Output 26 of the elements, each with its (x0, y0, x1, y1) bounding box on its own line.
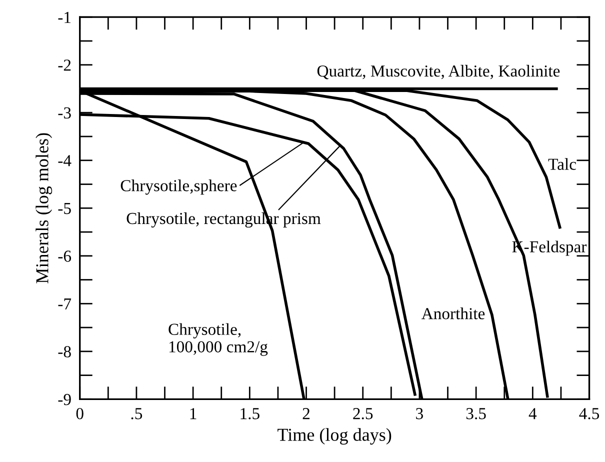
x-tick-label: 0 (76, 408, 84, 420)
annotation: Chrysotile,sphere (120, 180, 237, 195)
y-tick-label: -7 (58, 298, 72, 310)
y-tick-label: -2 (58, 60, 71, 71)
x-tick-label: 4 (528, 408, 537, 420)
x-tick-label: 2.5 (353, 408, 373, 420)
x-tick-label: 1.5 (240, 408, 260, 420)
x-tick-label: 4.5 (579, 408, 600, 420)
y-tick-label: -8 (58, 346, 71, 358)
x-tick-label: 3 (416, 408, 423, 420)
x-tick-label: 2 (302, 408, 310, 420)
annotation: Anorthite (421, 308, 485, 320)
annotation: Talc (548, 158, 576, 170)
x-axis-title: Time (log days) (278, 428, 392, 445)
annotation: Chrysotile, 100,000 cm2/g (168, 323, 268, 356)
annotation: Quartz, Muscovite, Albite, Kaolinite (317, 64, 560, 80)
x-tick-label: 1 (190, 408, 196, 420)
y-tick-label: -6 (58, 250, 72, 262)
x-tick-label: .5 (131, 408, 142, 420)
y-tick-label: -1 (58, 12, 71, 23)
y-tick-label: -3 (58, 107, 71, 119)
y-tick-label: -4 (58, 155, 72, 166)
y-tick-label: -5 (58, 203, 71, 214)
y-axis-title: Minerals (log moles) (36, 133, 52, 284)
y-tick-label: -9 (58, 394, 71, 406)
x-tick-label: 3.5 (466, 408, 486, 420)
